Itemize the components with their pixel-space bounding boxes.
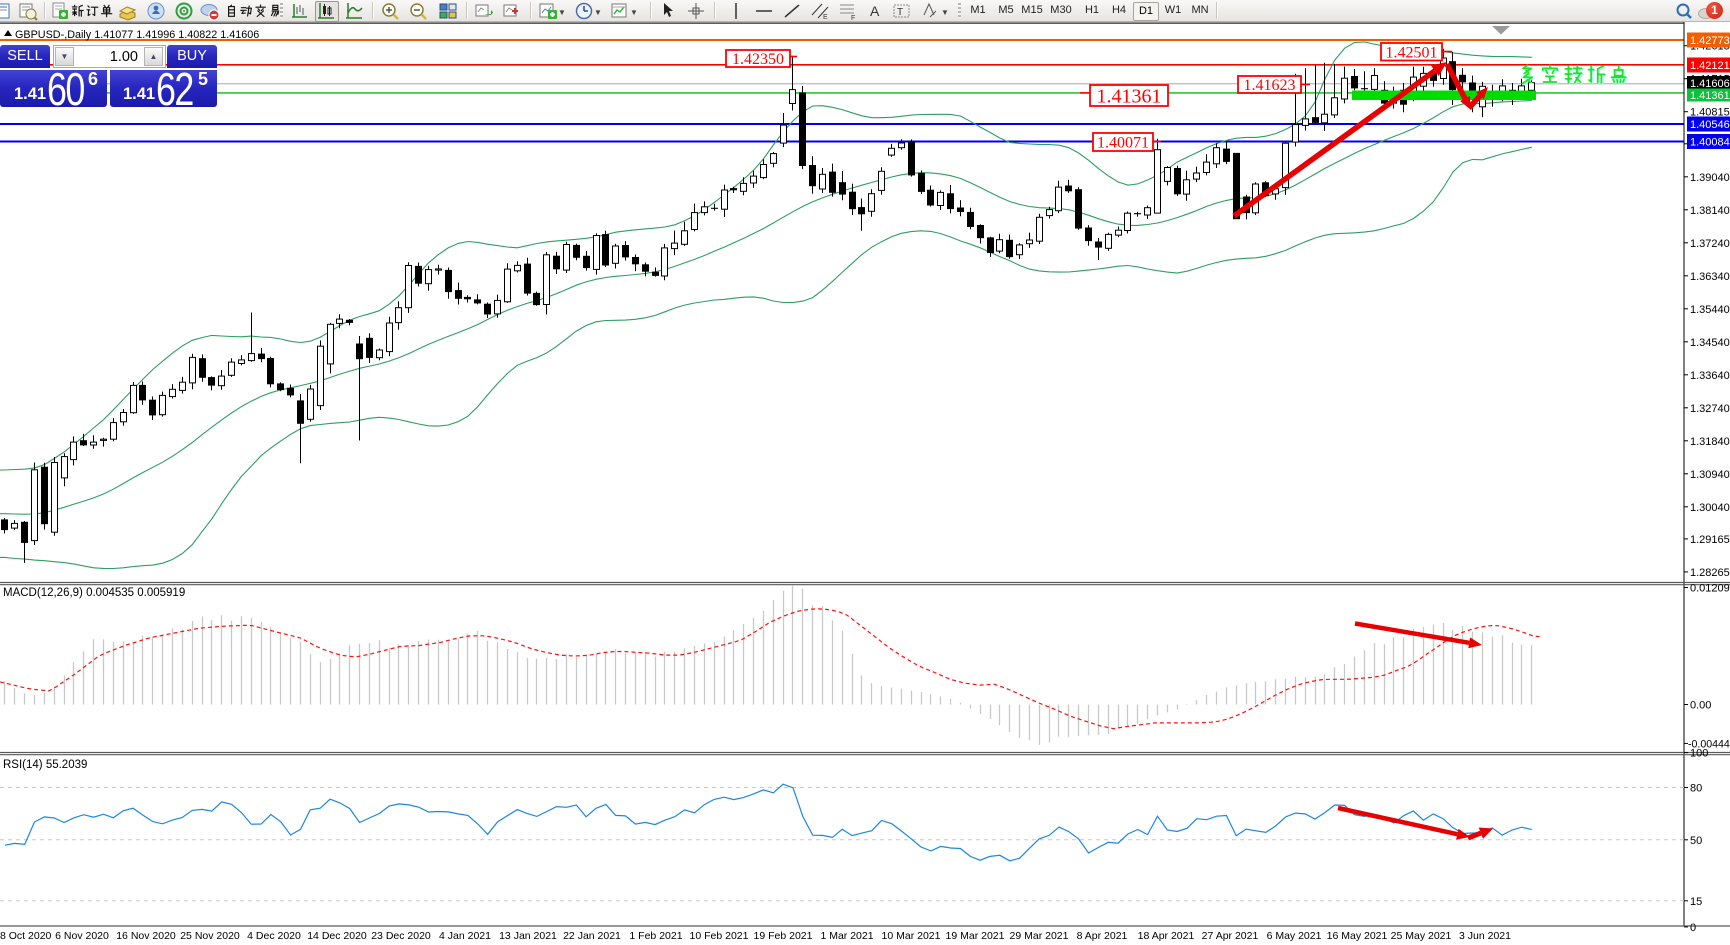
svg-text:1.35440: 1.35440 bbox=[1690, 304, 1730, 316]
svg-text:1.38140: 1.38140 bbox=[1690, 205, 1730, 217]
svg-text:1.42773: 1.42773 bbox=[1690, 35, 1730, 47]
svg-text:1.30940: 1.30940 bbox=[1690, 469, 1730, 481]
svg-text:6 May 2021: 6 May 2021 bbox=[1267, 930, 1322, 942]
svg-text:22 Jan 2021: 22 Jan 2021 bbox=[563, 930, 621, 942]
svg-text:1.37240: 1.37240 bbox=[1690, 238, 1730, 250]
svg-text:15: 15 bbox=[1690, 896, 1702, 908]
svg-text:E: E bbox=[823, 14, 828, 21]
svg-text:1.39040: 1.39040 bbox=[1690, 172, 1730, 184]
svg-text:1.40084: 1.40084 bbox=[1690, 137, 1730, 149]
svg-text:16 Nov 2020: 16 Nov 2020 bbox=[116, 930, 176, 942]
svg-text:1.42501: 1.42501 bbox=[1386, 44, 1438, 61]
svg-text:1.32740: 1.32740 bbox=[1690, 403, 1730, 415]
svg-text:1.40546: 1.40546 bbox=[1690, 119, 1730, 131]
svg-text:0.01209: 0.01209 bbox=[1690, 583, 1730, 595]
svg-text:1.41361: 1.41361 bbox=[1097, 86, 1162, 108]
svg-text:1 Mar 2021: 1 Mar 2021 bbox=[820, 930, 873, 942]
svg-text:50: 50 bbox=[1690, 835, 1702, 847]
svg-text:14 Dec 2020: 14 Dec 2020 bbox=[307, 930, 367, 942]
svg-text:3 Jun 2021: 3 Jun 2021 bbox=[1459, 930, 1511, 942]
svg-text:1.40815: 1.40815 bbox=[1690, 107, 1730, 119]
svg-text:19 Feb 2021: 19 Feb 2021 bbox=[754, 930, 813, 942]
svg-text:23 Dec 2020: 23 Dec 2020 bbox=[371, 930, 431, 942]
svg-text:10 Mar 2021: 10 Mar 2021 bbox=[882, 930, 941, 942]
svg-text:29 Mar 2021: 29 Mar 2021 bbox=[1010, 930, 1069, 942]
svg-text:T: T bbox=[897, 7, 903, 18]
svg-text:4 Dec 2020: 4 Dec 2020 bbox=[247, 930, 301, 942]
svg-text:F: F bbox=[851, 15, 855, 21]
svg-text:1.30040: 1.30040 bbox=[1690, 502, 1730, 514]
svg-text:RSI(14) 55.2039: RSI(14) 55.2039 bbox=[3, 759, 87, 771]
svg-text:1.33640: 1.33640 bbox=[1690, 370, 1730, 382]
svg-text:1.40071: 1.40071 bbox=[1097, 135, 1149, 152]
svg-text:10 Feb 2021: 10 Feb 2021 bbox=[690, 930, 749, 942]
svg-text:18 Apr 2021: 18 Apr 2021 bbox=[1138, 930, 1195, 942]
svg-text:1.34540: 1.34540 bbox=[1690, 337, 1730, 349]
svg-text:8 Oct 2020: 8 Oct 2020 bbox=[0, 930, 52, 942]
svg-text:GBPUSD-,Daily 1.41077 1.41996: GBPUSD-,Daily 1.41077 1.41996 1.40822 1.… bbox=[15, 29, 259, 41]
svg-text:1.36340: 1.36340 bbox=[1690, 271, 1730, 283]
svg-text:0.00: 0.00 bbox=[1690, 700, 1711, 712]
svg-text:16 May 2021: 16 May 2021 bbox=[1327, 930, 1388, 942]
svg-text:1.31840: 1.31840 bbox=[1690, 436, 1730, 448]
svg-text:1.41361: 1.41361 bbox=[1690, 90, 1730, 102]
svg-text:1.29165: 1.29165 bbox=[1690, 534, 1730, 546]
svg-text:0: 0 bbox=[1690, 922, 1696, 934]
svg-text:1.41606: 1.41606 bbox=[1690, 78, 1730, 90]
svg-text:25 Nov 2020: 25 Nov 2020 bbox=[180, 930, 240, 942]
svg-text:A: A bbox=[870, 3, 880, 19]
svg-text:27 Apr 2021: 27 Apr 2021 bbox=[1202, 930, 1259, 942]
svg-text:-0.004446: -0.004446 bbox=[1688, 738, 1730, 750]
svg-text:MACD(12,26,9) 0.004535 0.00591: MACD(12,26,9) 0.004535 0.005919 bbox=[3, 587, 185, 599]
svg-text:80: 80 bbox=[1690, 783, 1702, 795]
svg-text:1.41623: 1.41623 bbox=[1244, 77, 1296, 94]
svg-text:13 Jan 2021: 13 Jan 2021 bbox=[499, 930, 557, 942]
svg-text:6 Nov 2020: 6 Nov 2020 bbox=[55, 930, 109, 942]
svg-text:19 Mar 2021: 19 Mar 2021 bbox=[946, 930, 1005, 942]
svg-text:1.28265: 1.28265 bbox=[1690, 567, 1730, 579]
svg-text:1.42121: 1.42121 bbox=[1690, 60, 1730, 72]
svg-text:100: 100 bbox=[1690, 748, 1708, 760]
svg-text:1 Feb 2021: 1 Feb 2021 bbox=[629, 930, 682, 942]
svg-text:4 Jan 2021: 4 Jan 2021 bbox=[439, 930, 491, 942]
svg-text:1.42350: 1.42350 bbox=[732, 51, 784, 68]
svg-text:25 May 2021: 25 May 2021 bbox=[1391, 930, 1452, 942]
svg-text:8 Apr 2021: 8 Apr 2021 bbox=[1077, 930, 1128, 942]
